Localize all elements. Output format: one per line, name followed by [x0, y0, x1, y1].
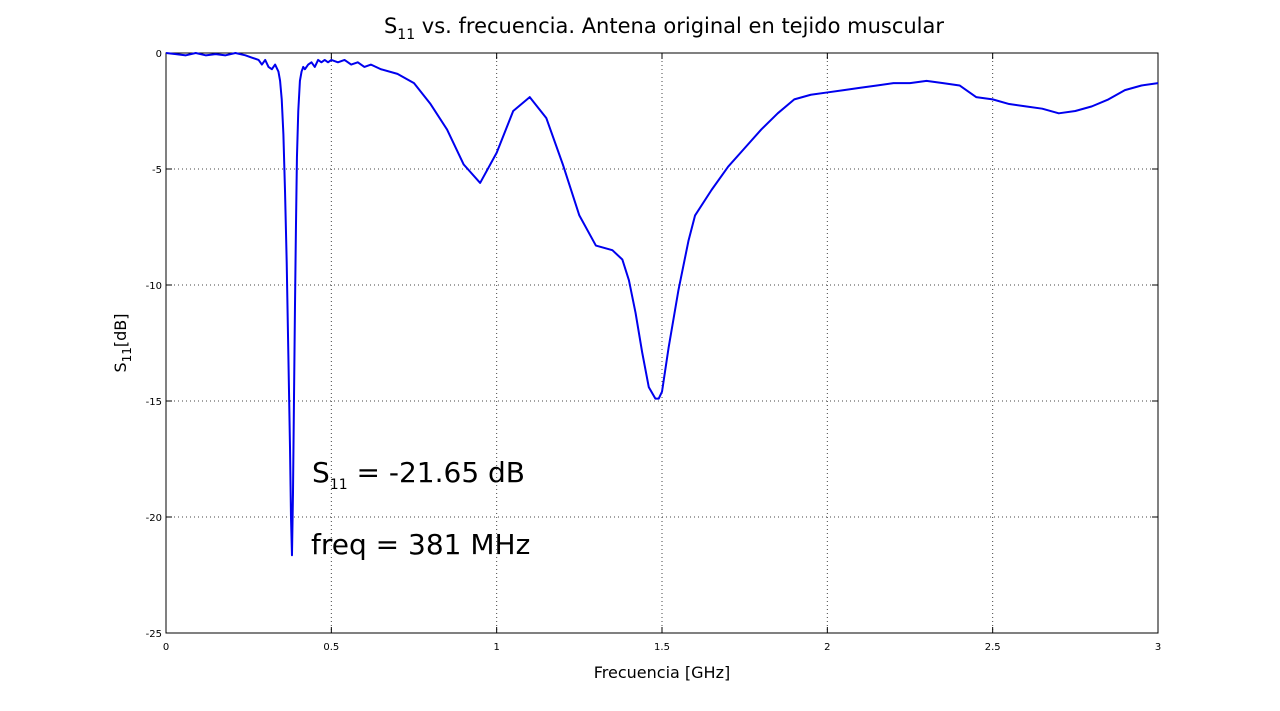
annotation-frequency: freq = 381 MHz	[311, 528, 530, 561]
axis-ticks: 0 0.5 1 1.5 2 2.5 3 0 -5 -10 -15 -20 -25	[146, 49, 1162, 653]
x-tick-label: 2.5	[985, 642, 1001, 653]
y-tick-label: -5	[152, 165, 162, 176]
chart-title: S11 vs. frecuencia. Antena original en t…	[384, 14, 944, 43]
y-tick-label: -15	[146, 397, 162, 408]
y-tick-label: -20	[146, 513, 162, 524]
y-axis-label-rest: [dB]	[111, 313, 130, 347]
chart-title-rest: vs. frecuencia. Antena original en tejid…	[415, 14, 944, 38]
annotation-s11-rest: = -21.65 dB	[348, 456, 525, 489]
chart-title-main: S	[384, 14, 397, 38]
x-axis-label: Frecuencia [GHz]	[594, 663, 730, 682]
x-tick-label: 0.5	[323, 642, 339, 653]
y-tick-label: -10	[146, 281, 162, 292]
annotation-s11-value: S11 = -21.65 dB	[312, 456, 525, 493]
y-tick-label: 0	[156, 49, 162, 60]
annotation-s11-main: S	[312, 456, 330, 489]
x-tick-label: 0	[163, 642, 169, 653]
annotation-s11-subscript: 11	[330, 477, 348, 493]
x-tick-label: 2	[824, 642, 830, 653]
y-tick-label: -25	[146, 629, 162, 640]
x-tick-label: 3	[1155, 642, 1161, 653]
chart-title-subscript: 11	[397, 27, 415, 43]
y-axis-label: S11[dB]	[111, 313, 134, 372]
y-axis-label-subscript: 11	[120, 347, 134, 362]
s11-series-line	[165, 52, 1159, 557]
y-axis-label-main: S	[111, 362, 130, 372]
grid-lines	[166, 53, 1158, 633]
x-tick-label: 1	[493, 642, 499, 653]
x-tick-label: 1.5	[654, 642, 670, 653]
